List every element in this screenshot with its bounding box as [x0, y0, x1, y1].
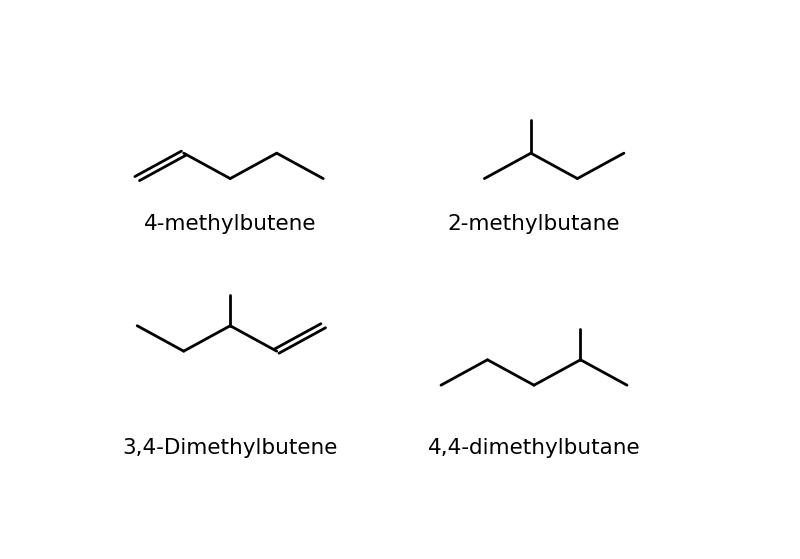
Text: 2-methylbutane: 2-methylbutane [448, 214, 620, 234]
Text: 4,4-dimethylbutane: 4,4-dimethylbutane [428, 438, 640, 458]
Text: 4-methylbutene: 4-methylbutene [144, 214, 317, 234]
Text: 3,4-Dimethylbutene: 3,4-Dimethylbutene [122, 438, 338, 458]
